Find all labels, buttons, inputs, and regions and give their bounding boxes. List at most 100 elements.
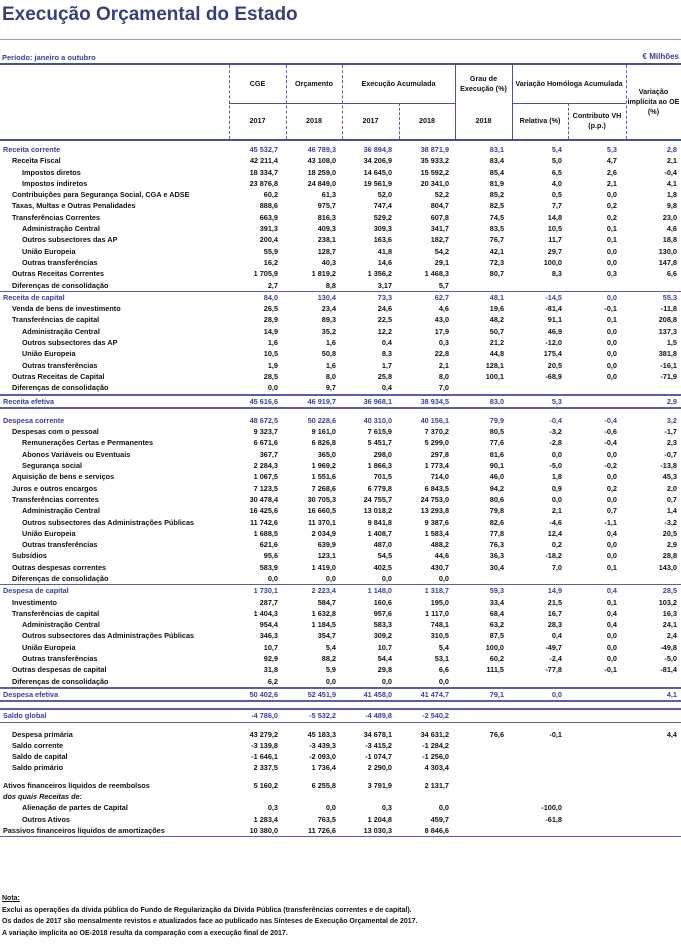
- cell-value: 5,3: [551, 396, 562, 406]
- row-label: Outros subsectores das AP: [22, 235, 118, 245]
- row-label: Transferências correntes: [12, 494, 99, 504]
- cell-value: 1 283,4: [253, 814, 278, 824]
- cell-value: 888,6: [259, 201, 278, 211]
- cell-value: 23,4: [321, 304, 336, 314]
- row-label: Diferenças de consolidação: [12, 573, 109, 583]
- cell-value: 12,4: [547, 528, 562, 538]
- table-row: Administração Central 954,4 1 184,5 583,3 74…: [0, 619, 681, 630]
- cell-value: 1 736,4: [311, 763, 336, 773]
- table-row: Saldo corrente -3 139,8 -3 439,3 -3 415,2 -1…: [0, 740, 681, 751]
- row-label: Ativos financeiros líquidos de reembolso…: [3, 780, 150, 790]
- cell-value: 29,7: [547, 246, 562, 256]
- cell-value: 3 791,9: [367, 780, 392, 790]
- cell-value: 123,1: [317, 551, 336, 561]
- cell-value: 18 334,7: [249, 167, 278, 177]
- cell-value: 583,9: [259, 562, 278, 572]
- row-label: União Europeia: [22, 246, 76, 256]
- cell-value: 6,2: [267, 676, 278, 686]
- cell-value: 137,3: [658, 326, 677, 336]
- cell-value: 0,7: [606, 506, 617, 516]
- cell-value: 2,6: [606, 167, 617, 177]
- cell-value: 80,7: [489, 269, 504, 279]
- cell-value: -4 489,8: [365, 711, 392, 721]
- cell-value: 80,6: [489, 494, 504, 504]
- cell-value: 26,5: [263, 304, 278, 314]
- cell-value: 1 408,7: [367, 528, 392, 538]
- cell-value: 1,7: [381, 360, 392, 370]
- cell-value: 0,0: [551, 449, 562, 459]
- cell-value: 53,1: [434, 654, 449, 664]
- cell-value: 54,5: [377, 551, 392, 561]
- cell-value: 79,1: [489, 689, 504, 699]
- cell-value: 0,5: [551, 190, 562, 200]
- row-label: Transferências Correntes: [12, 212, 101, 222]
- cell-value: 20,5: [547, 360, 562, 370]
- cell-value: 208,8: [658, 315, 677, 325]
- cell-value: 1 148,0: [367, 586, 392, 596]
- cell-value: 5 299,0: [424, 438, 449, 448]
- column-divider: [512, 65, 513, 139]
- note-line: Exclui as operações da dívida pública do…: [2, 906, 412, 914]
- cell-value: 0,0: [381, 676, 392, 686]
- cell-value: 24 755,7: [363, 494, 392, 504]
- table-row: Saldo de capital -1 646,1 -2 093,0 -1 074,7…: [0, 751, 681, 762]
- cell-value: 1 468,3: [424, 269, 449, 279]
- cell-value: 50 228,6: [307, 415, 336, 425]
- cell-value: 8 846,6: [424, 825, 449, 835]
- cell-value: 83,0: [489, 396, 504, 406]
- cell-value: -5,0: [664, 654, 677, 664]
- cell-value: -2,4: [549, 654, 562, 664]
- cell-value: 0,4: [606, 620, 617, 630]
- cell-value: 0,9: [551, 483, 562, 493]
- cell-value: 1 318,7: [424, 586, 449, 596]
- cell-value: 0,0: [606, 338, 617, 348]
- cell-value: 54,2: [434, 246, 449, 256]
- note-line: A variação implícita ao OE-2018 resulta …: [2, 929, 288, 937]
- cell-value: 1,9: [267, 360, 278, 370]
- cell-value: 29,8: [377, 665, 392, 675]
- cell-value: 0,0: [606, 551, 617, 561]
- cell-value: 0,0: [551, 689, 562, 699]
- cell-value: 14,9: [547, 586, 562, 596]
- column-divider: [455, 65, 456, 139]
- cell-value: 38 934,5: [420, 396, 449, 406]
- row-label: Saldo corrente: [12, 740, 64, 750]
- header-year-exec-2018: 2018: [419, 116, 435, 125]
- row-label: Outras transferências: [22, 540, 98, 550]
- cell-value: -18,2: [545, 551, 562, 561]
- cell-value: 9 323,7: [253, 427, 278, 437]
- cell-value: -11,8: [660, 304, 677, 314]
- row-label: Contribuições para Segurança Social, CGA…: [12, 190, 190, 200]
- cell-value: 298,0: [373, 449, 392, 459]
- cell-value: 4,6: [438, 304, 449, 314]
- table-row: Alienação de partes de Capital 0,3 0,0 0,3 0…: [0, 802, 681, 813]
- cell-value: 2 034,9: [311, 528, 336, 538]
- table-row: Impostos indiretos 23 876,8 24 849,0 19 561…: [0, 178, 681, 189]
- cell-value: 91,1: [547, 315, 562, 325]
- table-row: Outras despesas correntes 583,9 1 419,0 402…: [0, 562, 681, 573]
- notes: Nota: Exclui as operações da dívida públ…: [2, 893, 418, 939]
- cell-value: 21,5: [547, 597, 562, 607]
- row-label: Outras despesas correntes: [12, 562, 107, 572]
- table-row: Receita Fiscal 42 211,4 43 108,0 34 206,9 35…: [0, 155, 681, 166]
- cell-value: 76,7: [489, 235, 504, 245]
- table-row: Outros subsectores das Administrações Pú…: [0, 517, 681, 528]
- cell-value: 40 156,1: [420, 415, 449, 425]
- cell-value: 0,2: [606, 201, 617, 211]
- cell-value: 1 356,2: [367, 269, 392, 279]
- cell-value: 130,0: [658, 246, 677, 256]
- cell-value: 529,2: [373, 212, 392, 222]
- cell-value: 747,4: [373, 201, 392, 211]
- cell-value: 42 211,4: [249, 156, 278, 166]
- cell-value: 87,5: [489, 631, 504, 641]
- cell-value: 10 380,0: [249, 825, 278, 835]
- table-header: CGE Orçamento Execução Acumulada Grau de…: [0, 63, 681, 141]
- header-year-exec-2017: 2017: [362, 116, 379, 125]
- cell-value: 341,7: [430, 224, 449, 234]
- cell-value: 1,6: [325, 360, 336, 370]
- header-year-orcamento: 2018: [306, 116, 322, 125]
- cell-value: -49,8: [660, 642, 677, 652]
- cell-value: 16,2: [263, 257, 278, 267]
- table-row: Administração Central 391,3 409,3 309,3 341,…: [0, 223, 681, 234]
- cell-value: 0,4: [606, 586, 617, 596]
